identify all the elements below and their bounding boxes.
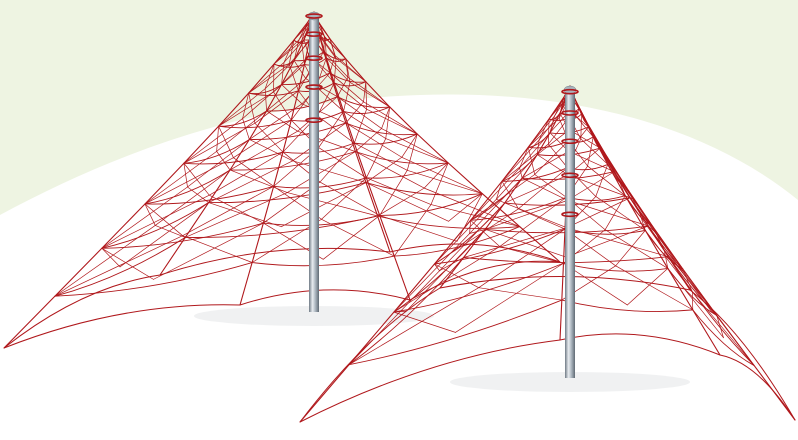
background-arc-band: [0, 0, 798, 215]
